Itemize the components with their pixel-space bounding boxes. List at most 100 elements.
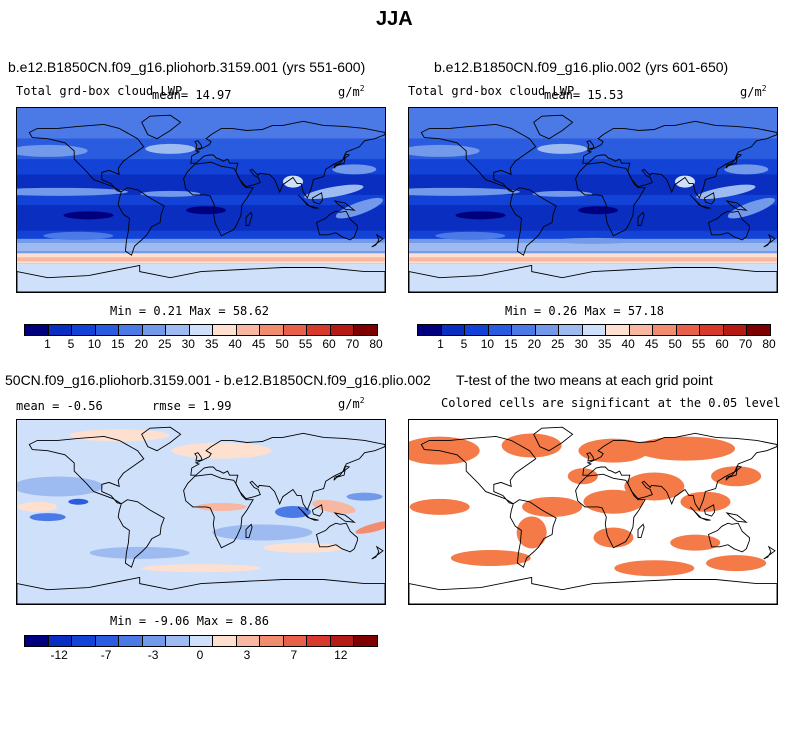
coastline bbox=[701, 205, 711, 209]
colorbar-swatch bbox=[260, 636, 284, 646]
colorbar-tick-label: 45 bbox=[251, 337, 266, 351]
colorbar-swatch bbox=[166, 636, 190, 646]
field-contour bbox=[409, 144, 480, 157]
colorbar-tick-label: 5 bbox=[67, 337, 75, 351]
field-contour bbox=[644, 216, 705, 225]
colorbar-swatch bbox=[307, 325, 331, 335]
colorbar-tick-label: 20 bbox=[527, 337, 542, 351]
colorbar-swatch bbox=[441, 325, 466, 335]
coastline bbox=[763, 233, 776, 248]
field-band bbox=[409, 257, 777, 262]
coastline bbox=[17, 576, 385, 604]
page-title: JJA bbox=[376, 8, 413, 30]
colorbar-swatch bbox=[95, 636, 120, 646]
field-contour bbox=[553, 237, 633, 244]
field-band bbox=[409, 108, 777, 139]
colorbar-tick-label: 3 bbox=[243, 648, 251, 662]
field-contour bbox=[304, 184, 364, 199]
coastline bbox=[141, 114, 182, 140]
colorbar-tick-label: 10 bbox=[87, 337, 102, 351]
colorbar-swatch bbox=[307, 636, 331, 646]
coastline bbox=[309, 517, 319, 521]
coastline bbox=[637, 523, 645, 539]
colorbar-tick-label: 50 bbox=[668, 337, 682, 351]
coastline bbox=[582, 120, 777, 199]
colorbar-tick-label: 1 bbox=[437, 337, 444, 351]
field-contour bbox=[578, 438, 649, 463]
colorbar-swatch bbox=[418, 325, 442, 335]
field-contour bbox=[450, 550, 531, 566]
field-band bbox=[409, 263, 777, 292]
map-bl bbox=[16, 419, 386, 605]
colorbar-tick-label: 35 bbox=[205, 337, 219, 351]
colorbar-diff bbox=[24, 635, 378, 647]
coastline bbox=[333, 465, 351, 481]
field-contour bbox=[17, 476, 103, 497]
coastline bbox=[117, 187, 165, 256]
field-contour bbox=[355, 520, 385, 534]
coastline bbox=[333, 512, 356, 523]
field-contour bbox=[706, 555, 767, 572]
panel-units-bl: g/m2 bbox=[338, 396, 365, 411]
coastline bbox=[245, 211, 253, 227]
field-contour bbox=[332, 164, 377, 175]
colorbar-swatch bbox=[330, 636, 355, 646]
field-contour bbox=[63, 211, 114, 220]
coastline bbox=[183, 161, 254, 237]
colorbar-swatch bbox=[629, 325, 654, 335]
colorbar-swatch bbox=[213, 325, 237, 335]
coastline bbox=[315, 522, 358, 553]
colorbar-tick-label: 80 bbox=[762, 337, 776, 351]
panel-units-tl: g/m2 bbox=[338, 84, 365, 99]
field-contour bbox=[212, 524, 313, 541]
colorbar-tick-label: 7 bbox=[290, 648, 298, 662]
coastline bbox=[297, 194, 310, 207]
colorbar-tick-label: 60 bbox=[715, 337, 729, 351]
colorbar-tick-label: 30 bbox=[574, 337, 588, 351]
field-contour bbox=[252, 216, 313, 225]
field-band bbox=[17, 263, 385, 292]
panel-label-tl: Total grd-box cloud LWP bbox=[16, 84, 183, 98]
coastline bbox=[17, 264, 385, 292]
field-contour bbox=[17, 187, 128, 196]
panel-rmse-bl: rmse = 1.99 bbox=[152, 399, 232, 413]
map-br-svg bbox=[409, 426, 777, 604]
colorbar-swatch bbox=[465, 325, 489, 335]
colorbar-swatch bbox=[95, 325, 120, 335]
coastline bbox=[333, 200, 356, 211]
colorbar-tick-label: 20 bbox=[134, 337, 149, 351]
field-contour bbox=[171, 442, 272, 459]
coastline bbox=[701, 517, 711, 521]
colorbar-swatch bbox=[48, 636, 73, 646]
coastline bbox=[297, 506, 310, 519]
coastline bbox=[309, 205, 319, 209]
coastline bbox=[315, 210, 358, 241]
field-contour bbox=[696, 184, 756, 199]
coastline bbox=[509, 187, 557, 256]
field-contour bbox=[711, 466, 762, 487]
coastline bbox=[763, 545, 776, 560]
field-contour bbox=[17, 144, 88, 157]
coastline bbox=[194, 452, 203, 462]
coastline bbox=[190, 120, 385, 199]
coastline bbox=[420, 123, 537, 193]
panel-mean-tr: mean= 15.53 bbox=[544, 88, 624, 102]
colorbar-swatch bbox=[236, 325, 261, 335]
colorbar-swatch bbox=[488, 325, 513, 335]
coastline bbox=[371, 545, 384, 560]
panel-mean-bl: mean = -0.56 bbox=[16, 399, 103, 413]
colorbar-tick-label: 0 bbox=[196, 648, 204, 662]
field-contour bbox=[141, 564, 261, 573]
colorbar-tick-label: 30 bbox=[181, 337, 195, 351]
field-contour bbox=[29, 513, 66, 522]
field-contour bbox=[583, 489, 644, 514]
colorbar-swatch bbox=[723, 325, 748, 335]
coastline bbox=[689, 506, 702, 519]
panel-mean-tl: mean= 14.97 bbox=[152, 88, 232, 102]
colorbar-swatch bbox=[354, 325, 377, 335]
coastline bbox=[311, 504, 324, 517]
colorbar-swatch bbox=[142, 636, 167, 646]
coastline bbox=[725, 200, 748, 211]
colorbar-tick-label: 15 bbox=[504, 337, 518, 351]
colorbar-swatch bbox=[25, 636, 49, 646]
